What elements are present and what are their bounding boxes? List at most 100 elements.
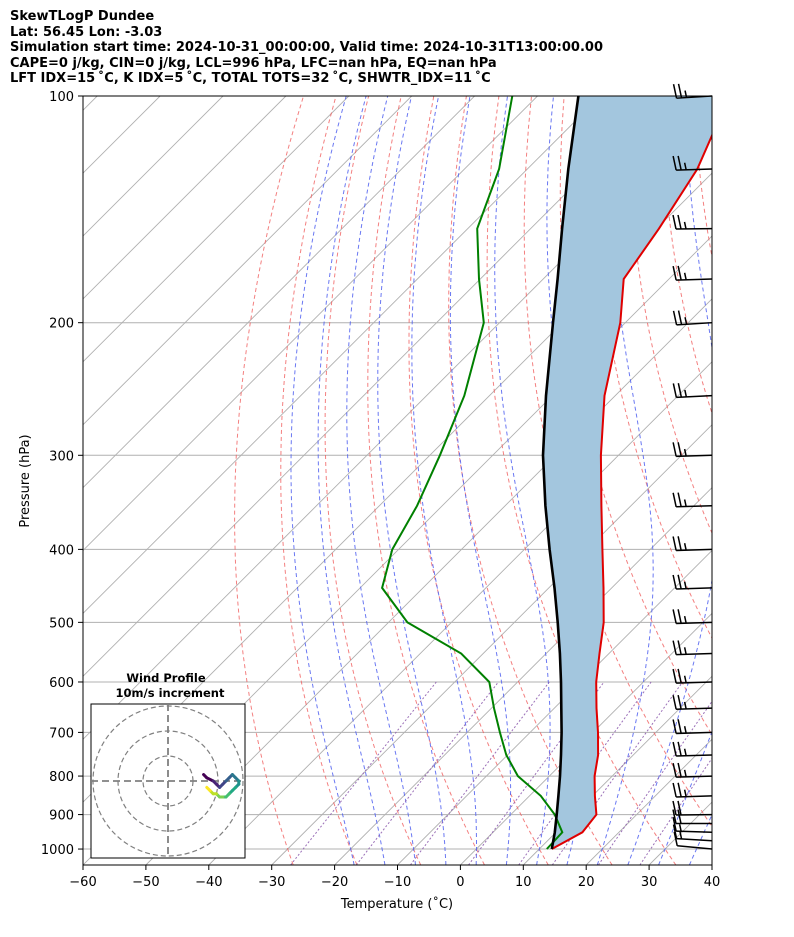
dry-adiabat <box>367 96 485 865</box>
x-tick-label: −20 <box>321 875 348 890</box>
isotherm <box>711 864 712 865</box>
wind-barb <box>672 155 713 171</box>
parcel-profile-line <box>541 96 580 850</box>
moist-adiabat <box>658 730 712 865</box>
x-tick-label: −50 <box>132 875 159 890</box>
x-tick-label: −30 <box>258 875 285 890</box>
location-line: Lat: 56.45 Lon: -3.03 <box>10 24 163 40</box>
x-tick-label: −10 <box>384 875 411 890</box>
isotherm <box>271 424 712 865</box>
mixing-ratio-line <box>409 681 550 865</box>
wind-barb <box>672 536 713 552</box>
cape-shaded-area <box>543 96 712 849</box>
wind-barb <box>672 782 713 798</box>
x-tick-label: −60 <box>69 875 96 890</box>
moist-adiabat <box>290 96 355 865</box>
x-tick-label: 40 <box>704 875 721 890</box>
x-tick-label: −40 <box>195 875 222 890</box>
y-tick-label: 600 <box>49 676 74 691</box>
wind-barb <box>672 668 713 684</box>
isotherm <box>83 96 475 489</box>
isotherm <box>522 675 712 865</box>
mixing-ratio-line <box>551 681 684 865</box>
dry-adiabat <box>693 96 712 259</box>
mixing-ratio-line <box>597 700 712 865</box>
chart-title: SkewTLogP Dundee <box>10 9 155 24</box>
dry-adiabat <box>661 96 712 415</box>
wind-barb <box>672 383 713 399</box>
isotherm <box>83 96 664 677</box>
y-tick-label: 900 <box>49 809 74 824</box>
wind-barb <box>672 310 713 326</box>
moist-adiabat <box>411 96 477 865</box>
isotherm <box>83 96 413 426</box>
dry-adiabat <box>760 96 794 865</box>
stability-line: CAPE=0 j/kg, CIN=0 j/kg, LCL=996 hPa, LF… <box>10 55 497 71</box>
dry-adiabat <box>408 96 549 865</box>
dry-adiabat <box>234 96 304 865</box>
x-tick-label: 30 <box>641 875 658 890</box>
dry-adiabat <box>324 96 422 865</box>
moist-adiabat <box>346 96 416 865</box>
dry-adiabat <box>280 96 358 865</box>
chart-header: SkewTLogP Dundee Lat: 56.45 Lon: -3.03 S… <box>10 9 603 87</box>
wind-barb <box>672 694 713 711</box>
y-tick-label: 1000 <box>41 843 74 858</box>
dry-adiabat <box>448 96 613 865</box>
y-tick-label: 800 <box>49 770 74 785</box>
inset-subtitle: 10m/s increment <box>116 686 225 700</box>
isotherm <box>775 96 794 865</box>
wind-barb <box>672 265 713 281</box>
wind-profile-inset: Wind Profile 10m/s increment <box>90 671 246 859</box>
moist-adiabat <box>688 813 712 865</box>
hodograph-segment <box>205 785 212 793</box>
mixing-ratio-line <box>639 757 712 865</box>
moist-adiabat <box>317 96 386 865</box>
time-line: Simulation start time: 2024-10-31_00:00:… <box>10 40 603 55</box>
wind-barb <box>672 741 713 757</box>
wind-barb <box>672 824 713 842</box>
wind-barb <box>672 800 713 816</box>
wind-barb <box>672 762 713 778</box>
x-tick-label: 20 <box>578 875 595 890</box>
wind-barb <box>672 640 713 656</box>
moist-adiabat <box>494 96 551 865</box>
wind-barb <box>672 809 712 825</box>
moist-adiabat <box>720 96 794 865</box>
inset-title: Wind Profile <box>126 671 206 685</box>
isotherm <box>83 96 538 552</box>
dry-adiabat <box>628 96 712 535</box>
isotherm <box>334 486 712 865</box>
moist-adiabat <box>449 96 512 865</box>
y-tick-label: 200 <box>49 317 74 332</box>
dewpoint-line <box>381 96 564 850</box>
y-tick-label: 300 <box>49 449 74 464</box>
y-tick-label: 100 <box>49 90 74 105</box>
wind-barb <box>672 492 713 508</box>
x-tick-label: 10 <box>515 875 532 890</box>
isotherm <box>83 96 287 300</box>
y-axis-label: Pressure (hPa) <box>18 434 33 527</box>
x-axis-label: Temperature (˚C) <box>340 896 453 912</box>
wind-barb <box>672 574 713 590</box>
isotherm <box>83 96 350 363</box>
wind-barb <box>672 719 713 735</box>
temperature-line <box>551 132 712 850</box>
moist-adiabat <box>627 96 712 865</box>
y-tick-label: 500 <box>49 616 74 631</box>
dry-adiabat <box>523 96 712 828</box>
moist-adiabat <box>377 96 447 865</box>
isotherm <box>145 298 712 865</box>
wind-barb <box>672 817 713 834</box>
y-tick-label: 400 <box>49 543 74 558</box>
mixing-ratio-line <box>290 681 437 865</box>
isotherm <box>397 549 712 865</box>
x-tick-label: 0 <box>456 875 464 890</box>
wind-barb <box>672 442 713 458</box>
index-line: LFT IDX=15 ˚C, K IDX=5 ˚C, TOTAL TOTS=32… <box>10 71 491 86</box>
y-tick-label: 700 <box>49 726 74 741</box>
wind-barb <box>673 831 713 850</box>
wind-barb <box>672 214 713 230</box>
mixing-ratio-line <box>468 681 605 865</box>
